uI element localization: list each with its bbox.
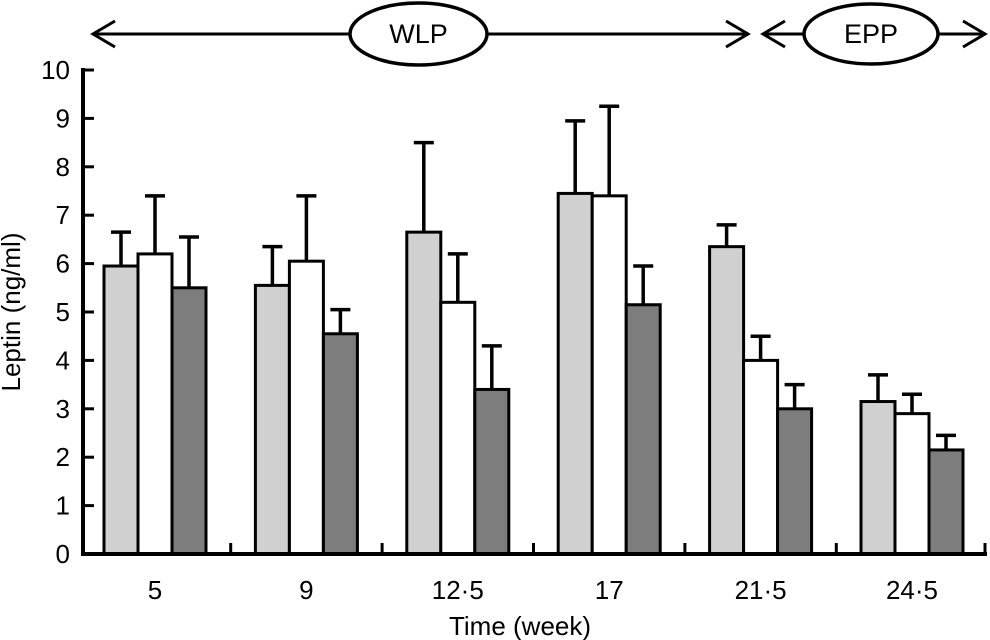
y-tick-label-10: 10: [41, 55, 70, 85]
bar-dark-gray-bars-week-17: [624, 303, 662, 556]
x-category-label-3: 17: [595, 575, 624, 605]
bar-light-gray-bars-week-5: [102, 264, 140, 556]
bar-white-bars-week-5: [136, 252, 174, 556]
y-tick-label-1: 1: [56, 491, 70, 521]
x-axis-title: Time (week): [449, 611, 591, 640]
bar-white-bars-week-9: [287, 259, 325, 556]
bar-light-gray-bars-week-12·5: [405, 230, 443, 556]
bar-light-gray-bars-week-21·5: [708, 245, 746, 556]
bar-white-bars-week-12·5: [439, 300, 477, 556]
y-tick-label-6: 6: [56, 249, 70, 279]
x-category-label-1: 9: [299, 575, 313, 605]
bar-light-gray-bars-week-9: [253, 283, 291, 556]
phase-arrowhead-left-wlp: [90, 19, 116, 49]
y-tick-label-0: 0: [56, 539, 70, 569]
y-tick-label-4: 4: [56, 345, 70, 375]
phase-label-wlp: WLP: [389, 19, 448, 49]
bar-white-bars-week-17: [590, 194, 628, 556]
x-category-label-2: 12·5: [432, 575, 484, 605]
x-category-label-4: 21·5: [735, 575, 787, 605]
x-category-label-0: 5: [148, 575, 162, 605]
y-tick-label-8: 8: [56, 152, 70, 182]
phase-ellipse-epp: [802, 2, 940, 66]
bar-dark-gray-bars-week-9: [321, 332, 359, 556]
y-tick-label-5: 5: [56, 297, 70, 327]
bar-light-gray-bars-week-17: [556, 191, 594, 556]
y-tick-label-9: 9: [56, 103, 70, 133]
y-tick-label-3: 3: [56, 394, 70, 424]
bar-dark-gray-bars-week-12·5: [473, 387, 511, 556]
phase-arrowhead-left-epp: [760, 19, 786, 49]
phase-arrowhead-right-epp: [962, 19, 988, 49]
bar-dark-gray-bars-week-21·5: [776, 407, 814, 556]
bar-white-bars-week-21·5: [742, 358, 780, 556]
phase-arrowhead-right-wlp: [725, 19, 751, 49]
y-tick-label-2: 2: [56, 442, 70, 472]
y-axis-title: Leptin (ng/ml): [0, 233, 26, 392]
bar-light-gray-bars-week-24·5: [859, 400, 897, 556]
bar-dark-gray-bars-week-24·5: [927, 448, 965, 556]
bar-dark-gray-bars-week-5: [170, 286, 208, 556]
phase-label-epp: EPP: [844, 19, 898, 49]
x-category-label-5: 24·5: [886, 575, 938, 605]
y-tick-label-7: 7: [56, 200, 70, 230]
phase-ellipse-wlp: [348, 1, 489, 67]
bar-white-bars-week-24·5: [893, 412, 931, 556]
